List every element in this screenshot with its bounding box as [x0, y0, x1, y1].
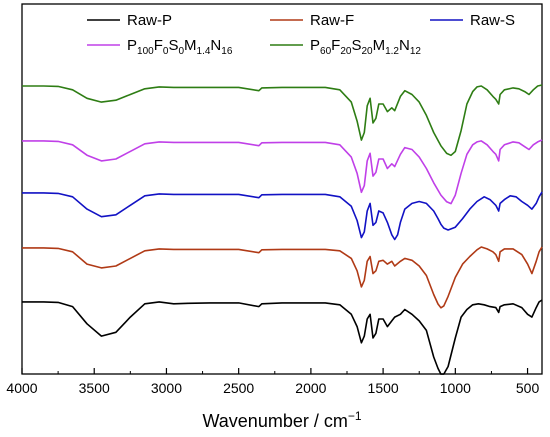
x-axis-title: Wavenumber / cm−1 — [202, 409, 361, 431]
legend: Raw-P Raw-F Raw-S P100F0S0M1.4N16 P60F20S20M… — [87, 12, 515, 57]
series-line-1 — [22, 299, 543, 375]
x-tick-label: 2000 — [295, 380, 326, 396]
legend-label-2: Raw-F — [310, 12, 354, 29]
series-line-2 — [22, 246, 543, 309]
series-line-5 — [22, 84, 543, 157]
legend-label-5: P60F20S20M1.2N12 — [310, 37, 421, 57]
x-tick-label: 2500 — [223, 380, 254, 396]
x-tick-label: 1000 — [440, 380, 471, 396]
legend-label-3: Raw-S — [470, 12, 515, 29]
x-axis: 4000 3500 3000 2500 2000 1500 1000 500 — [6, 368, 539, 396]
x-tick-label: 500 — [516, 380, 540, 396]
x-tick-label: 3500 — [79, 380, 110, 396]
x-tick-label: 3000 — [151, 380, 182, 396]
x-tick-label: 1500 — [368, 380, 399, 396]
series-line-4 — [22, 139, 543, 205]
series-line-3 — [22, 191, 543, 241]
x-tick-label: 4000 — [6, 380, 37, 396]
series-layer — [22, 84, 543, 375]
plot-frame — [21, 3, 543, 375]
legend-label-4: P100F0S0M1.4N16 — [127, 37, 233, 57]
legend-label-1: Raw-P — [127, 12, 172, 29]
